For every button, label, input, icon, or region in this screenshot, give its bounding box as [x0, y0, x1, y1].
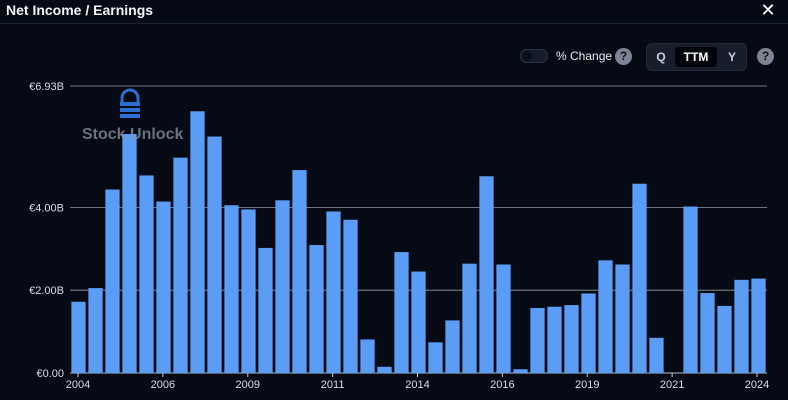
chart-bar[interactable]	[411, 271, 426, 373]
chart-bar[interactable]	[445, 320, 460, 373]
watermark-text: Stock Unlock	[82, 126, 183, 143]
chart-bar[interactable]	[224, 205, 239, 373]
chart-controls: % Change ? Q TTM Y ?	[0, 42, 788, 72]
x-tick-label: 2004	[66, 379, 90, 391]
chart-bar[interactable]	[343, 219, 358, 373]
chart-bar[interactable]	[649, 337, 664, 373]
chart-bar[interactable]	[751, 278, 766, 373]
chart-bar[interactable]	[581, 293, 596, 373]
chart-bar[interactable]	[241, 209, 256, 373]
chart-bar[interactable]	[275, 200, 290, 373]
chart-bar[interactable]	[734, 279, 749, 373]
period-q-button[interactable]: Q	[656, 50, 666, 64]
x-tick-label: 2006	[151, 379, 175, 391]
chart-bar[interactable]	[173, 157, 188, 373]
chart-bar[interactable]	[105, 189, 120, 373]
chart-bar[interactable]	[496, 264, 511, 373]
panel-title: Net Income / Earnings	[6, 2, 154, 18]
x-tick-label: 2014	[405, 379, 429, 391]
y-tick-label: €2.00B	[29, 285, 64, 297]
chart-bar[interactable]	[360, 339, 375, 373]
chart-bar[interactable]	[598, 260, 613, 373]
y-tick-label: €6.93B	[29, 81, 64, 93]
chart-bar[interactable]	[207, 136, 222, 373]
net-income-chart: Stock Unlock €0.00 €2.00B €4.00B €6.93B 2004…	[0, 72, 788, 400]
x-tick-label: 2024	[745, 379, 769, 391]
panel-header: Net Income / Earnings ✕	[0, 0, 788, 24]
chart-bar[interactable]	[513, 369, 528, 373]
x-tick-label: 2016	[490, 379, 514, 391]
chart-bar[interactable]	[122, 134, 137, 373]
period-selector: Q TTM Y	[646, 43, 747, 71]
x-tick-label: 2019	[575, 379, 599, 391]
chart-bar[interactable]	[292, 170, 307, 373]
close-icon[interactable]: ✕	[760, 0, 776, 20]
bar-layer	[71, 111, 766, 373]
period-y-button[interactable]: Y	[727, 50, 736, 64]
chart-svg: Stock Unlock €0.00 €2.00B €4.00B €6.93B 2004…	[29, 81, 769, 391]
y-tick-label: €4.00B	[29, 202, 64, 214]
axis-labels: €0.00 €2.00B €4.00B €6.93B 2004 2006 2009 2011 2…	[29, 81, 769, 391]
chart-bar[interactable]	[326, 211, 341, 373]
chart-bar[interactable]	[428, 342, 443, 373]
chart-bar[interactable]	[71, 301, 86, 373]
chart-bar[interactable]	[139, 175, 154, 373]
chart-bar[interactable]	[258, 247, 273, 373]
percent-change-toggle[interactable]	[520, 49, 548, 63]
toggle-knob	[522, 51, 532, 61]
percent-change-help-icon[interactable]: ?	[615, 48, 632, 65]
chart-bar[interactable]	[394, 252, 409, 373]
chart-bar[interactable]	[530, 307, 545, 373]
chart-bar[interactable]	[700, 293, 715, 373]
chart-bar[interactable]	[615, 264, 630, 373]
x-tick-label: 2011	[321, 379, 345, 391]
watermark: Stock Unlock	[82, 88, 183, 143]
chart-bar[interactable]	[462, 263, 477, 373]
period-ttm-button[interactable]: TTM	[675, 47, 717, 67]
chart-bar[interactable]	[377, 366, 392, 373]
chart-bar[interactable]	[547, 306, 562, 373]
x-tick-label: 2009	[236, 379, 260, 391]
chart-bar[interactable]	[479, 176, 494, 373]
period-help-icon[interactable]: ?	[757, 48, 774, 65]
chart-bar[interactable]	[632, 183, 647, 373]
chart-bar[interactable]	[564, 305, 579, 373]
chart-bar[interactable]	[88, 288, 103, 373]
percent-change-label: % Change	[556, 49, 613, 63]
chart-bar[interactable]	[156, 201, 171, 373]
chart-bar[interactable]	[717, 305, 732, 373]
y-tick-label: €0.00	[36, 368, 64, 380]
chart-bar[interactable]	[683, 206, 698, 373]
chart-bar[interactable]	[309, 245, 324, 373]
stock-unlock-logo-icon	[120, 88, 140, 118]
chart-bar[interactable]	[190, 111, 205, 373]
x-tick-label: 2021	[660, 379, 684, 391]
